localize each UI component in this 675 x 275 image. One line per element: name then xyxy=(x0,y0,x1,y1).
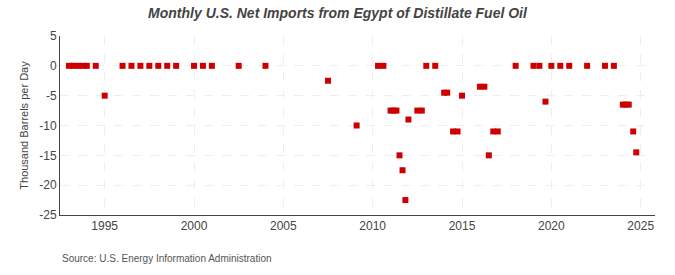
svg-text:2015: 2015 xyxy=(449,219,476,233)
svg-text:-20: -20 xyxy=(39,178,57,192)
svg-text:2010: 2010 xyxy=(359,219,386,233)
svg-text:1995: 1995 xyxy=(91,219,118,233)
svg-text:Source: U.S. Energy Informatio: Source: U.S. Energy Information Administ… xyxy=(62,253,272,264)
svg-text:0: 0 xyxy=(50,59,57,73)
svg-text:-25: -25 xyxy=(39,208,57,222)
svg-text:Monthly U.S. Net Imports from: Monthly U.S. Net Imports from Egypt of D… xyxy=(148,5,528,21)
svg-text:2005: 2005 xyxy=(270,219,297,233)
svg-text:-15: -15 xyxy=(39,149,57,163)
svg-text:-10: -10 xyxy=(39,119,57,133)
svg-text:2020: 2020 xyxy=(538,219,565,233)
svg-text:Thousand Barrels per Day: Thousand Barrels per Day xyxy=(18,61,30,190)
svg-text:2000: 2000 xyxy=(181,219,208,233)
svg-text:5: 5 xyxy=(50,29,57,43)
svg-text:-5: -5 xyxy=(46,89,57,103)
svg-text:2025: 2025 xyxy=(627,219,654,233)
